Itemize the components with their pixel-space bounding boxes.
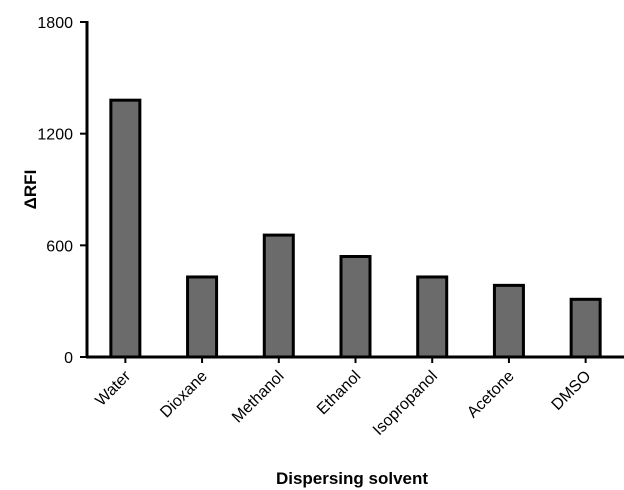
x-tick-label-acetone: Acetone	[464, 368, 518, 422]
bar-ethanol	[341, 257, 370, 358]
x-tick-label-methanol: Methanol	[229, 368, 288, 427]
bar-dioxane	[188, 277, 217, 357]
y-tick-label: 0	[64, 350, 73, 367]
x-tick-label-ethanol: Ethanol	[314, 368, 364, 418]
y-tick-label: 1800	[37, 15, 73, 32]
bar-acetone	[494, 285, 523, 357]
x-tick-labels: Water Dioxane Methanol Ethanol Isopropanol Ac…	[92, 357, 594, 439]
y-axis-title: ΔRFI	[21, 170, 40, 210]
y-tick-label: 1200	[37, 127, 73, 144]
bar-dmso	[571, 299, 600, 357]
bar-water	[111, 100, 140, 357]
x-tick-label-isopropanol: Isopropanol	[370, 368, 441, 439]
y-tick-label: 600	[46, 238, 73, 255]
bar-methanol	[264, 235, 293, 357]
y-ticks: 0 600 1200 1800	[37, 15, 87, 367]
x-tick-label-dioxane: Dioxane	[157, 368, 211, 422]
x-tick-label-dmso: DMSO	[549, 368, 595, 414]
bars-layer	[111, 100, 600, 357]
x-axis-title: Dispersing solvent	[276, 469, 428, 488]
x-tick-label-water: Water	[92, 367, 134, 409]
bar-isopropanol	[418, 277, 447, 357]
